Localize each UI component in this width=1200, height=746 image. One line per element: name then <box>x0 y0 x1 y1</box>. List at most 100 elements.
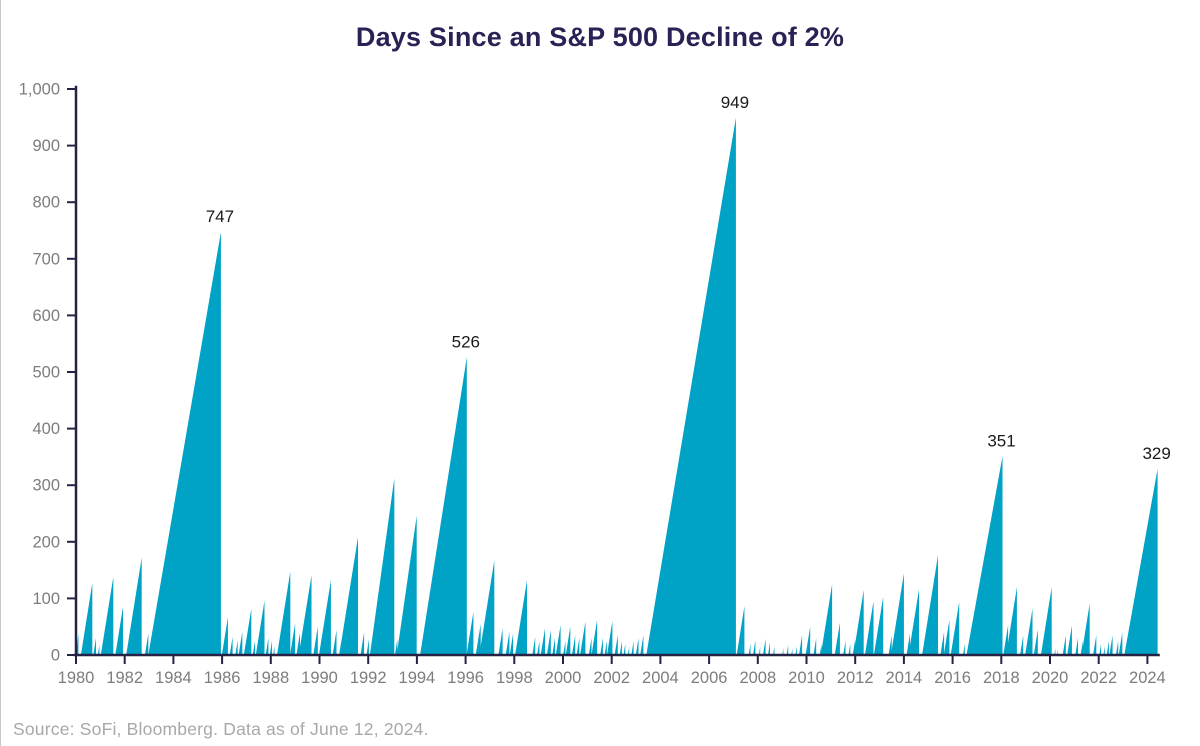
svg-text:400: 400 <box>32 420 60 438</box>
svg-text:2008: 2008 <box>739 669 776 687</box>
spike-area <box>115 606 123 655</box>
spike-area <box>532 636 536 655</box>
svg-text:1992: 1992 <box>350 669 387 687</box>
spike-area <box>475 623 481 655</box>
spike-area <box>1103 646 1105 655</box>
spike-area <box>572 635 576 655</box>
spike-area <box>319 580 331 655</box>
spike-area <box>768 642 770 655</box>
spike-area <box>906 633 910 655</box>
spike-area <box>298 575 312 655</box>
spike-area <box>753 640 756 655</box>
svg-text:100: 100 <box>32 590 60 608</box>
svg-text:1994: 1994 <box>399 669 436 687</box>
spike-area <box>799 635 803 655</box>
svg-text:2016: 2016 <box>934 669 971 687</box>
spike-area <box>221 617 228 655</box>
spike-area <box>505 631 510 655</box>
spike-area <box>873 596 884 655</box>
spike-area <box>1006 587 1017 655</box>
svg-text:700: 700 <box>32 250 60 268</box>
spike-area <box>93 638 96 655</box>
spike-area <box>736 606 745 655</box>
peak-value-label: 329 <box>1142 444 1170 463</box>
spike-area <box>604 640 607 655</box>
spike-area <box>943 619 950 655</box>
spike-area <box>1099 643 1102 655</box>
spike-area <box>1075 638 1078 655</box>
spike-area <box>509 633 514 655</box>
svg-text:2002: 2002 <box>593 669 630 687</box>
svg-text:500: 500 <box>32 364 60 382</box>
spike-area <box>820 584 833 655</box>
spike-area <box>339 537 358 655</box>
spike-area <box>555 625 561 655</box>
svg-text:2020: 2020 <box>1032 669 1069 687</box>
spike-area <box>758 646 761 655</box>
spike-area <box>646 117 736 655</box>
spike-area <box>537 640 540 655</box>
spike-area <box>394 639 398 655</box>
spike-area <box>782 648 784 655</box>
spike-area <box>243 608 252 655</box>
spike-area <box>290 623 296 655</box>
svg-text:600: 600 <box>32 307 60 325</box>
spike-area <box>1033 629 1038 655</box>
spike-area <box>576 638 580 655</box>
peak-value-label: 747 <box>206 207 234 226</box>
spike-area <box>843 640 846 655</box>
svg-text:1984: 1984 <box>155 669 192 687</box>
spike-area <box>607 621 613 655</box>
spike-area <box>552 638 555 655</box>
spike-area <box>126 557 142 655</box>
peak-value-labels: 747 526 949 351 329 <box>206 93 1171 463</box>
spike-area <box>296 632 300 655</box>
svg-text:300: 300 <box>32 477 60 495</box>
spike-area <box>540 628 545 655</box>
spike-area <box>100 576 114 655</box>
svg-text:2010: 2010 <box>788 669 825 687</box>
svg-text:2024: 2024 <box>1129 669 1166 687</box>
spike-area <box>1115 640 1119 655</box>
svg-text:2012: 2012 <box>837 669 874 687</box>
spike-area <box>580 621 586 655</box>
spike-area <box>1003 625 1009 655</box>
svg-text:800: 800 <box>32 194 60 212</box>
svg-text:2004: 2004 <box>642 669 679 687</box>
spike-area <box>144 633 149 655</box>
svg-text:900: 900 <box>32 137 60 155</box>
svg-text:200: 200 <box>32 533 60 551</box>
spike-area <box>922 555 938 655</box>
y-axis-labels: 0 100 200 300 400 500 600 700 800 900 1,000 <box>19 81 60 665</box>
spike-area <box>1062 635 1066 655</box>
spike-area <box>1106 640 1109 655</box>
spike-area <box>1093 635 1097 655</box>
spike-area <box>890 573 904 655</box>
spike-area <box>908 589 919 655</box>
peak-value-label: 351 <box>987 431 1015 450</box>
peak-value-label: 949 <box>721 93 749 112</box>
spike-area <box>1020 635 1024 655</box>
spike-area <box>369 478 395 655</box>
spike-area <box>1025 608 1033 655</box>
spike-area <box>635 638 639 655</box>
spike-area <box>498 628 503 655</box>
spike-area <box>888 635 892 655</box>
spike-area <box>834 622 840 655</box>
spike-area <box>238 631 243 655</box>
spike-area <box>1118 632 1123 655</box>
svg-text:2014: 2014 <box>886 669 923 687</box>
spike-area <box>763 638 766 655</box>
svg-text:1996: 1996 <box>447 669 484 687</box>
spike-area <box>950 601 960 655</box>
spike-area <box>313 626 318 655</box>
spike-area <box>563 640 566 655</box>
spike-area <box>619 640 622 655</box>
spike-area <box>614 635 618 655</box>
spike-area <box>773 646 775 655</box>
spike-area <box>235 640 238 655</box>
spike-area <box>1054 648 1056 655</box>
spike-area <box>853 589 864 655</box>
spike-area <box>631 640 634 655</box>
